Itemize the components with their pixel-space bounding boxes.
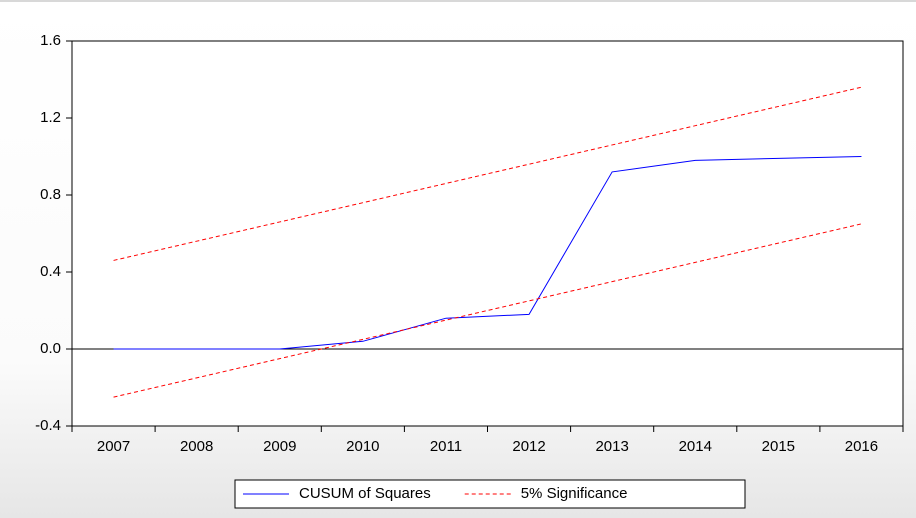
- x-tick-label: 2007: [97, 438, 130, 455]
- series-line: [113, 156, 862, 350]
- y-tick-label: 1.6: [40, 32, 61, 49]
- legend-label: CUSUM of Squares: [299, 485, 431, 502]
- y-tick-label: -0.4: [35, 417, 61, 434]
- x-tick-label: 2015: [762, 438, 795, 455]
- y-tick-label: 0.4: [40, 263, 61, 280]
- x-tick-label: 2016: [845, 438, 878, 455]
- legend-label: 5% Significance: [521, 485, 628, 502]
- x-tick-label: 2012: [512, 438, 545, 455]
- plot-area: [71, 40, 904, 427]
- series-line: [113, 223, 862, 398]
- series-line: [113, 86, 862, 261]
- x-tick-label: 2014: [679, 438, 712, 455]
- x-tick-label: 2009: [263, 438, 296, 455]
- y-tick-label: 0.8: [40, 186, 61, 203]
- x-tick-label: 2008: [180, 438, 213, 455]
- y-tick-label: 0.0: [40, 340, 61, 357]
- x-tick-label: 2013: [595, 438, 628, 455]
- x-tick-label: 2010: [346, 438, 379, 455]
- legend-box: [234, 479, 746, 509]
- y-tick-label: 1.2: [40, 109, 61, 126]
- x-tick-label: 2011: [430, 438, 462, 455]
